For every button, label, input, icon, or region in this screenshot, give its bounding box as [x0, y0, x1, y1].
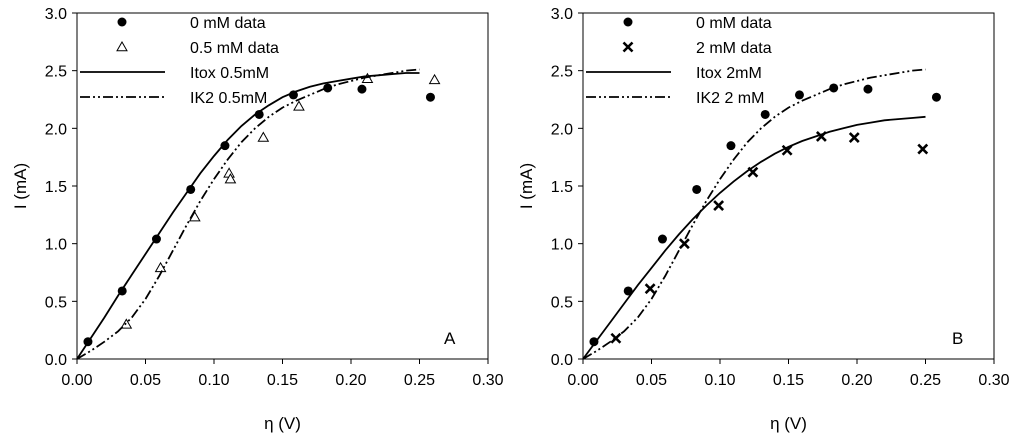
series-line [76, 72, 420, 360]
data-point [644, 283, 656, 295]
x-tick-label: 0.10 [198, 372, 229, 389]
legend-entry-label: Itox 0.5mM [190, 65, 269, 82]
data-point [257, 131, 270, 142]
x-tick-label: 0.15 [267, 372, 298, 389]
x-tick-label: 0.15 [773, 372, 804, 389]
y-tick-label: 2.5 [551, 64, 573, 81]
data-point [848, 132, 860, 143]
y-axis-title: I (mA) [11, 163, 30, 209]
x-axis-title: η (V) [770, 414, 807, 433]
data-point [357, 84, 367, 94]
legend-entry-label: 0.5 mM data [190, 40, 279, 57]
y-tick-label: 1.5 [551, 179, 573, 196]
legend-marker-swatch [116, 40, 128, 52]
data-point [220, 141, 230, 151]
y-tick-label: 2.0 [551, 121, 573, 138]
y-tick-label: 1.0 [551, 237, 573, 254]
plot-frame [582, 12, 995, 360]
x-tick-label: 0.25 [404, 372, 435, 389]
data-point [293, 100, 305, 111]
y-tick-label: 0.0 [45, 352, 67, 369]
y-tick-label: 0.5 [45, 294, 67, 311]
x-tick-label: 0.30 [978, 372, 1009, 389]
legend-entry-label: IK2 0.5mM [190, 90, 267, 107]
data-point [323, 83, 333, 93]
panel-label: A [444, 329, 456, 348]
y-axis-title: I (mA) [517, 163, 536, 209]
series-line [582, 68, 926, 360]
legend-entry-label: IK2 2 mM [696, 90, 764, 107]
legend-marker-swatch [622, 41, 634, 53]
data-point [726, 141, 736, 151]
series-line [582, 115, 926, 360]
legend-entry-label: Itox 2mM [696, 65, 762, 82]
y-tick-label: 1.5 [45, 179, 67, 196]
x-axis-title: η (V) [264, 414, 301, 433]
x-tick-label: 0.25 [910, 372, 941, 389]
y-tick-label: 1.0 [45, 237, 67, 254]
data-point [589, 337, 599, 347]
x-tick-label: 0.10 [704, 372, 735, 389]
data-point [224, 173, 237, 184]
x-tick-label: 0.05 [636, 372, 667, 389]
data-point [863, 84, 873, 94]
data-point [829, 83, 839, 93]
legend-entry-label: 0 mM data [696, 15, 772, 32]
plot-frame [76, 12, 489, 360]
data-point [425, 92, 435, 102]
panel-label: B [952, 329, 963, 348]
y-tick-label: 3.0 [551, 6, 573, 23]
y-tick-label: 0.0 [551, 352, 573, 369]
x-tick-label: 0.00 [61, 372, 92, 389]
data-point [623, 286, 633, 296]
y-tick-label: 0.5 [551, 294, 573, 311]
legend-entry-label: 2 mM data [696, 40, 772, 57]
x-tick-label: 0.20 [335, 372, 366, 389]
legend-marker-swatch [117, 17, 127, 27]
data-point [931, 92, 941, 102]
data-point [917, 143, 929, 155]
data-point [428, 73, 441, 85]
series-line [76, 68, 420, 360]
data-point [657, 234, 667, 244]
data-point [713, 200, 725, 212]
x-tick-label: 0.30 [472, 372, 503, 389]
y-tick-label: 2.0 [45, 121, 67, 138]
x-tick-label: 0.00 [567, 372, 598, 389]
y-tick-label: 3.0 [45, 6, 67, 23]
data-point [794, 90, 804, 100]
legend-marker-swatch [623, 17, 633, 27]
chart-panel-b: 0.00 0.05 0.10 0.15 0.20 0.25 0.30 0.0 0.5 1.0 1.5… [517, 6, 1010, 433]
data-point [610, 332, 622, 344]
x-tick-label: 0.05 [130, 372, 161, 389]
data-point [692, 184, 702, 194]
data-point [760, 109, 770, 119]
y-tick-label: 2.5 [45, 64, 67, 81]
legend-entry-label: 0 mM data [190, 15, 266, 32]
chart-panel-a: 0.00 0.05 0.10 0.15 0.20 0.25 0.30 0.0 0.5 1.0 1.5… [11, 6, 504, 433]
data-point [781, 144, 793, 156]
x-tick-label: 0.20 [841, 372, 872, 389]
